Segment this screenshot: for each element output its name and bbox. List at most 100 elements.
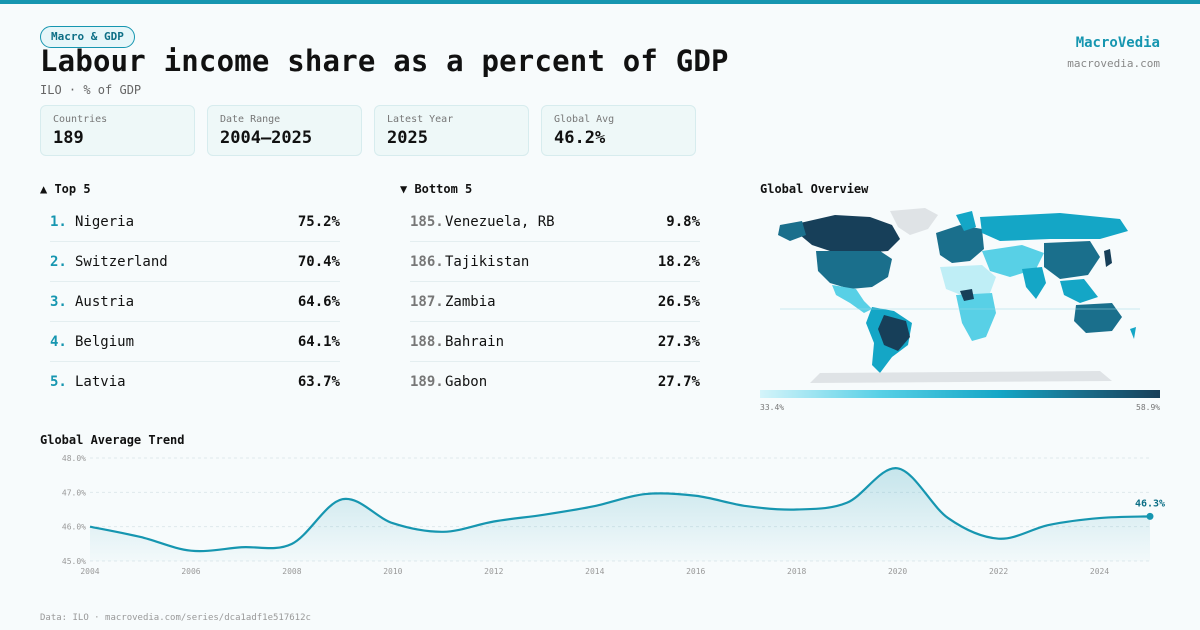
stat-label: Global Avg (554, 114, 615, 125)
list-item[interactable]: 3. Austria 64.6% (50, 282, 340, 322)
list-country: Switzerland (75, 253, 168, 270)
stat-value: 2025 (387, 128, 428, 148)
list-item[interactable]: 187. Zambia 26.5% (410, 282, 700, 322)
list-country: Belgium (75, 333, 135, 350)
list-rank: 1. (50, 213, 67, 230)
top-accent-bar (0, 0, 1200, 4)
list-item[interactable]: 1. Nigeria 75.2% (50, 202, 340, 242)
list-item[interactable]: 4. Belgium 64.1% (50, 322, 340, 362)
map-brazil[interactable] (878, 315, 910, 351)
list-value: 9.8% (666, 213, 700, 230)
trend-x-tick-label: 2008 (282, 567, 301, 576)
stat-label: Countries (53, 114, 108, 125)
list-value: 64.1% (297, 333, 340, 350)
map-japan[interactable] (1104, 249, 1112, 267)
list-value: 26.5% (657, 293, 700, 310)
map-new-zealand[interactable] (1130, 327, 1136, 339)
list-rank: 187. (410, 293, 444, 310)
map-africa-north[interactable] (940, 265, 996, 297)
trend-end-label: 46.3% (1135, 498, 1165, 509)
world-map[interactable] (760, 205, 1160, 385)
map-australia[interactable] (1074, 303, 1122, 333)
trend-y-tick-label: 46.0% (62, 523, 86, 532)
map-alaska[interactable] (778, 221, 806, 241)
category-tag[interactable]: Macro & GDP (40, 26, 135, 48)
list-item[interactable]: 185. Venezuela, RB 9.8% (410, 202, 700, 242)
list-item[interactable]: 189. Gabon 27.7% (410, 362, 700, 401)
trend-x-tick-label: 2022 (989, 567, 1008, 576)
bottom5-list: 185. Venezuela, RB 9.8% 186. Tajikistan … (410, 202, 700, 401)
list-value: 70.4% (297, 253, 340, 270)
map-se-asia[interactable] (1060, 279, 1098, 303)
map-scandinavia[interactable] (956, 211, 976, 231)
page-subtitle: ILO · % of GDP (40, 83, 142, 97)
list-country: Bahrain (445, 333, 505, 350)
map-europe[interactable] (936, 225, 984, 263)
trend-x-tick-label: 2006 (181, 567, 200, 576)
trend-x-tick-label: 2004 (80, 567, 99, 576)
list-item[interactable]: 188. Bahrain 27.3% (410, 322, 700, 362)
list-rank: 5. (50, 373, 67, 390)
list-rank: 189. (410, 373, 444, 390)
map-canada[interactable] (800, 215, 900, 253)
list-item[interactable]: 2. Switzerland 70.4% (50, 242, 340, 282)
trend-x-tick-label: 2010 (383, 567, 402, 576)
list-rank: 188. (410, 333, 444, 350)
list-rank: 186. (410, 253, 444, 270)
map-legend-min: 33.4% (760, 403, 785, 412)
list-country: Latvia (75, 373, 126, 390)
world-map-svg (778, 208, 1140, 383)
trend-chart: 48.0% 47.0% 46.0% 45.0% 2004 2006 2008 2010 201… (62, 454, 1165, 576)
trend-x-tick-label: 2020 (888, 567, 907, 576)
trend-heading: Global Average Trend (40, 433, 185, 447)
list-country: Austria (75, 293, 135, 310)
trend-end-point[interactable] (1146, 512, 1154, 520)
brand-url[interactable]: macrovedia.com (1067, 57, 1160, 70)
map-russia[interactable] (980, 213, 1128, 241)
stat-card-date-range: Date Range 2004–2025 (207, 105, 362, 156)
list-country: Zambia (445, 293, 496, 310)
map-india[interactable] (1022, 267, 1046, 299)
trend-x-tick-label: 2014 (585, 567, 604, 576)
trend-y-tick-label: 45.0% (62, 557, 86, 566)
bottom5-heading: ▼ Bottom 5 (400, 182, 473, 196)
brand-name[interactable]: MacroVedia (1075, 35, 1160, 51)
stat-value: 189 (53, 128, 84, 148)
trend-x-tick-label: 2018 (787, 567, 806, 576)
list-value: 18.2% (657, 253, 700, 270)
map-legend-max: 58.9% (1136, 403, 1161, 412)
stat-card-latest-year: Latest Year 2025 (374, 105, 529, 156)
map-china[interactable] (1044, 241, 1100, 279)
map-heading: Global Overview (760, 182, 869, 196)
trend-x-tick-label: 2016 (686, 567, 705, 576)
trend-x-tick-label: 2024 (1090, 567, 1109, 576)
brand[interactable]: MacroVedia macrovedia.com (1067, 35, 1160, 70)
list-value: 75.2% (297, 213, 340, 230)
list-rank: 3. (50, 293, 67, 310)
list-item[interactable]: 5. Latvia 63.7% (50, 362, 340, 401)
trend-line (89, 467, 1151, 553)
list-value: 27.7% (657, 373, 700, 390)
map-antarctica (810, 371, 1112, 383)
trend-area (90, 468, 1150, 561)
list-rank: 2. (50, 253, 67, 270)
map-mexico[interactable] (832, 285, 872, 313)
trend-y-tick-label: 48.0% (62, 454, 86, 463)
map-greenland[interactable] (890, 208, 938, 235)
map-usa[interactable] (816, 251, 892, 289)
map-nigeria[interactable] (960, 289, 974, 301)
map-africa-south[interactable] (956, 293, 996, 341)
trend-x-tick-label: 2012 (484, 567, 503, 576)
trend-x-ticks: 2004 2006 2008 2010 2012 2014 2016 2018 2020 2022… (80, 567, 1109, 576)
list-country: Tajikistan (445, 253, 530, 270)
list-item[interactable]: 186. Tajikistan 18.2% (410, 242, 700, 282)
list-rank: 185. (410, 213, 444, 230)
list-rank: 4. (50, 333, 67, 350)
footer-source[interactable]: Data: ILO · macrovedia.com/series/dca1ad… (40, 613, 311, 623)
top5-heading: ▲ Top 5 (40, 182, 91, 196)
stat-value: 46.2% (554, 128, 606, 148)
stat-label: Latest Year (387, 114, 454, 125)
page-title: Labour income share as a percent of GDP (40, 44, 729, 78)
list-country: Gabon (445, 373, 488, 390)
trend-y-ticks: 48.0% 47.0% 46.0% 45.0% (62, 454, 86, 566)
